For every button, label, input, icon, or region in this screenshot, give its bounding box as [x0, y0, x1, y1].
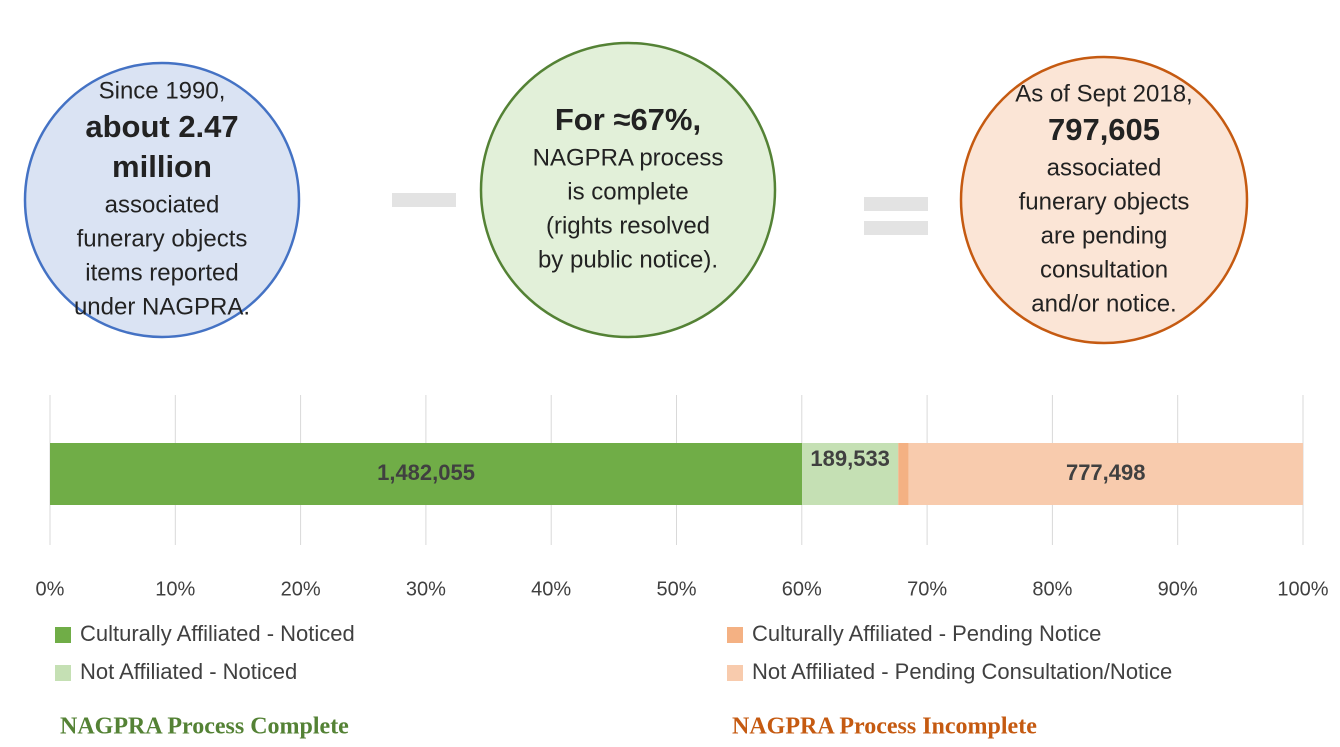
footer-complete: NAGPRA Process Complete — [60, 714, 349, 740]
x-tick-label: 50% — [656, 578, 696, 600]
legend-label: Culturally Affiliated - Pending Notice — [752, 621, 1101, 646]
x-tick-label: 40% — [531, 578, 571, 600]
x-tick-label: 70% — [907, 578, 947, 600]
legend-swatch — [727, 665, 743, 681]
x-tick-label: 20% — [281, 578, 321, 600]
circle-text: million — [112, 149, 212, 184]
legend-swatch — [55, 665, 71, 681]
circle-text: associated — [1047, 154, 1162, 181]
data-label: 189,533 — [810, 446, 890, 471]
circle-text: funerary objects — [1019, 188, 1190, 215]
circle — [23, 61, 301, 339]
circle-text: consultation — [1040, 256, 1168, 283]
footer-incomplete: NAGPRA Process Incomplete — [732, 714, 1037, 740]
x-tick-label: 60% — [782, 578, 822, 600]
circle-text: funerary objects — [77, 225, 248, 252]
circle-text: Since 1990, — [99, 77, 226, 104]
circle — [479, 41, 777, 339]
equals-sign-bottom — [864, 221, 928, 235]
legend-label: Not Affiliated - Noticed — [80, 659, 297, 684]
circle-text: are pending — [1041, 222, 1168, 249]
x-tick-label: 80% — [1032, 578, 1072, 600]
circle-text: 797,605 — [1048, 112, 1160, 147]
data-label: 777,498 — [1066, 460, 1146, 485]
bar-segment — [898, 443, 909, 505]
circle-text: For ≈67%, — [555, 102, 701, 137]
circle-text: and/or notice. — [1031, 290, 1176, 317]
circle-text: items reported — [85, 259, 238, 286]
circle-text: under NAGPRA. — [74, 293, 250, 320]
bar-segment — [802, 443, 899, 505]
equals-sign-top — [864, 197, 928, 211]
legend-label: Not Affiliated - Pending Consultation/No… — [752, 659, 1172, 684]
circle-text: about 2.47 — [85, 109, 238, 144]
circle-text: NAGPRA process — [533, 144, 724, 171]
legend-swatch — [55, 627, 71, 643]
legend-swatch — [727, 627, 743, 643]
x-tick-label: 30% — [406, 578, 446, 600]
circle-text: associated — [105, 191, 220, 218]
bar-segment — [908, 443, 1303, 505]
bar-segment — [50, 443, 803, 505]
circle-text: (rights resolved — [546, 212, 710, 239]
data-label: 1,482,055 — [377, 460, 475, 485]
circle-text: by public notice). — [538, 246, 718, 273]
circle-text: is complete — [567, 178, 688, 205]
circle — [959, 55, 1249, 345]
x-tick-label: 10% — [155, 578, 195, 600]
x-tick-label: 100% — [1277, 578, 1328, 600]
x-tick-label: 90% — [1158, 578, 1198, 600]
circle-text: As of Sept 2018, — [1015, 80, 1192, 107]
legend-label: Culturally Affiliated - Noticed — [80, 621, 355, 646]
minus-sign — [392, 193, 456, 207]
x-tick-label: 0% — [36, 578, 65, 600]
